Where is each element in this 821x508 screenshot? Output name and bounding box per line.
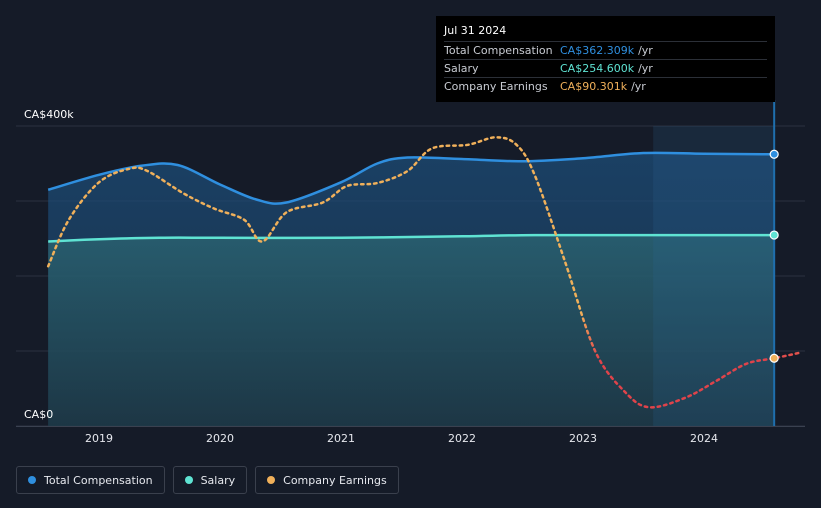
x-tick-label: 2019	[85, 432, 113, 445]
tooltip-row-total-compensation: Total Compensation CA$362.309k /yr	[444, 42, 767, 60]
tooltip-label: Total Compensation	[444, 44, 553, 57]
total-compensation-line	[47, 151, 775, 205]
tooltip-unit: /yr	[631, 80, 646, 93]
tooltip-value: CA$254.600k	[560, 62, 635, 75]
chart-tooltip: Jul 31 2024 Total Compensation CA$362.30…	[436, 16, 775, 102]
total-compensation-point	[769, 149, 779, 159]
tooltip-label: Company Earnings	[444, 80, 548, 93]
salary-area	[48, 235, 775, 426]
tooltip-value: CA$90.301k	[560, 80, 628, 93]
salary-line	[48, 233, 775, 243]
legend-dot-icon	[184, 476, 193, 484]
tooltip-label: Salary	[444, 62, 479, 75]
legend-dot-icon	[28, 476, 36, 484]
y-tick-label-max: CA$400k	[24, 108, 74, 121]
tooltip-value: CA$362.309k	[560, 44, 635, 57]
legend-label: Salary	[200, 473, 236, 487]
legend-label: Total Compensation	[44, 473, 153, 487]
x-tick-label: 2021	[327, 432, 355, 445]
chart-legend: Total Compensation Salary Company Earnin…	[16, 466, 399, 494]
company-earnings-line	[46, 136, 803, 409]
legend-item-salary[interactable]: Salary	[172, 466, 248, 494]
legend-label: Company Earnings	[283, 473, 387, 487]
x-tick-label: 2022	[448, 432, 476, 445]
tooltip-unit: /yr	[638, 62, 653, 75]
recent-period-band	[653, 126, 775, 426]
tooltip-row-company-earnings: Company Earnings CA$90.301k /yr	[444, 78, 767, 95]
legend-item-company-earnings[interactable]: Company Earnings	[255, 466, 399, 494]
tooltip-row-salary: Salary CA$254.600k /yr	[444, 60, 767, 78]
x-tick-label: 2024	[690, 432, 718, 445]
legend-item-total-compensation[interactable]: Total Compensation	[16, 466, 165, 494]
legend-dot-icon	[267, 476, 276, 484]
tooltip-date: Jul 31 2024	[444, 23, 767, 42]
company-earnings-point	[769, 353, 779, 363]
tooltip-unit: /yr	[638, 44, 653, 57]
x-tick-label: 2020	[206, 432, 234, 445]
salary-point	[769, 230, 779, 240]
x-tick-label: 2023	[569, 432, 597, 445]
y-tick-label-min: CA$0	[24, 408, 53, 421]
